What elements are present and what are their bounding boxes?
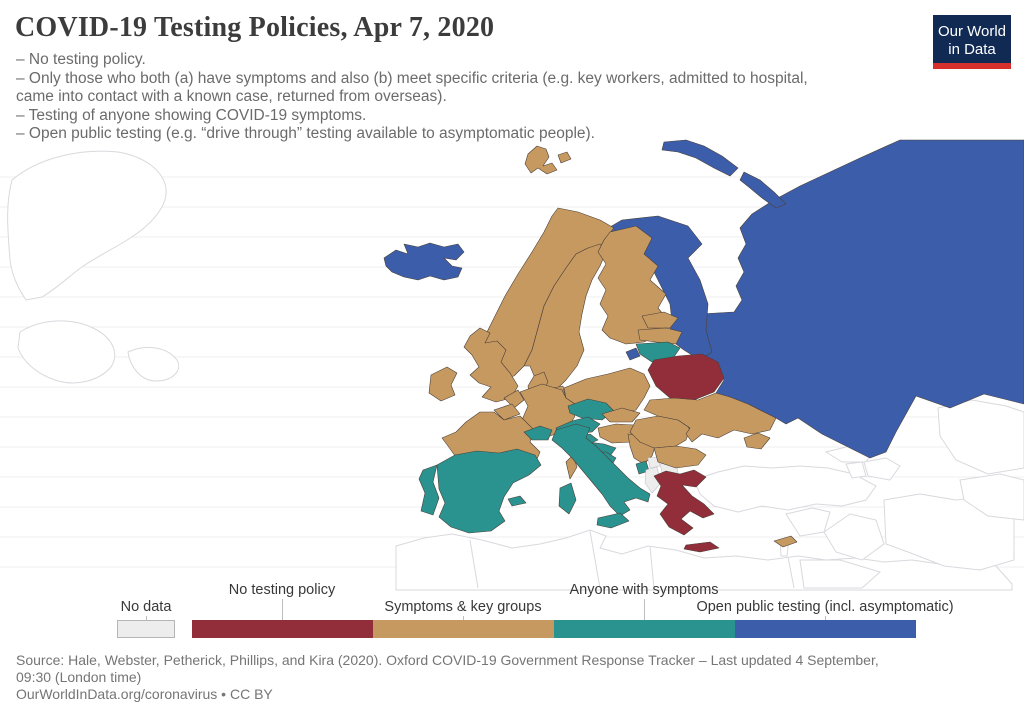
region-sicily[interactable] [596, 512, 630, 529]
subtitle-line: – No testing policy. [16, 51, 146, 68]
region-balearics[interactable] [507, 495, 527, 507]
region-switzerland[interactable] [523, 425, 553, 441]
owid-coronavirus-link[interactable]: OurWorldInData.org/coronavirus [16, 686, 218, 702]
cc-by-label: • CC BY [217, 686, 273, 702]
region-svalbard[interactable] [524, 145, 558, 175]
subtitle-line: – Testing of anyone showing COVID-19 sym… [16, 106, 367, 124]
legend-label-symptoms-key-groups: Symptoms & key groups [384, 599, 542, 615]
region-crimea[interactable] [743, 432, 771, 450]
region-kosovo[interactable] [647, 456, 661, 469]
africa-borders [469, 530, 795, 589]
legend-label-no-testing-policy: No testing policy [228, 582, 336, 598]
region-sardinia[interactable] [558, 482, 577, 515]
legend-tick [282, 599, 283, 620]
region-portugal[interactable] [418, 464, 440, 516]
legend-label-anyone-with-symptoms: Anyone with symptoms [569, 582, 719, 598]
region-greece[interactable] [653, 469, 715, 536]
iran-outline [883, 493, 1015, 571]
canada-outline [17, 320, 116, 384]
legend-tick [825, 616, 826, 620]
saudi-outline [799, 559, 882, 589]
region-spain[interactable] [436, 448, 542, 534]
greenland-outline [7, 150, 167, 301]
region-russia-kaliningrad[interactable] [625, 347, 641, 361]
legend-label-open-public-testing: Open public testing (incl. asymptomatic) [696, 599, 954, 615]
legend-swatch-no-testing-policy[interactable] [192, 620, 373, 638]
chart-subtitle: – No testing policy. – Only those who bo… [16, 51, 808, 144]
region-latvia[interactable] [637, 327, 683, 345]
subtitle-line: – Open public testing (e.g. “drive throu… [16, 125, 595, 143]
chart-title: COVID-19 Testing Policies, Apr 7, 2020 [15, 12, 495, 43]
legend-swatch-open-public-testing[interactable] [735, 620, 916, 638]
region-crete[interactable] [683, 541, 720, 553]
armenia-outline [845, 461, 867, 479]
turkmenistan-outline [959, 473, 1024, 521]
region-cyprus[interactable] [773, 535, 798, 548]
region-ireland[interactable] [428, 366, 458, 402]
owid-logo-line2: in Data [948, 41, 996, 58]
legend-tick [463, 616, 464, 620]
syria-outline [785, 507, 831, 537]
region-slovakia[interactable] [601, 407, 641, 423]
region-bulgaria[interactable] [653, 445, 707, 469]
region-sweden[interactable] [523, 243, 607, 393]
owid-logo-red-bar [933, 63, 1011, 69]
no-data-outline-countries [7, 150, 1024, 591]
region-russia-novaya-zemlya[interactable] [661, 139, 739, 177]
region-estonia[interactable] [641, 311, 679, 329]
subtitle-line: – Only those who both (a) have symptoms … [16, 69, 808, 87]
legend-label-no-data: No data [120, 599, 172, 615]
azerbaijan-outline [863, 457, 901, 481]
chart-footer: Source: Hale, Webster, Petherick, Philli… [16, 652, 879, 703]
kazakhstan-outline [937, 399, 1024, 475]
region-belarus[interactable] [647, 353, 725, 401]
owid-logo[interactable]: Our World in Data [933, 15, 1011, 69]
legend-swatch-anyone-with-symptoms[interactable] [554, 620, 735, 638]
legend-tick [644, 599, 645, 620]
iraq-outline [823, 513, 885, 561]
legend-swatch-symptoms-key-groups[interactable] [373, 620, 554, 638]
legend-tick [146, 616, 147, 620]
canada-outline [127, 346, 179, 382]
region-albania[interactable] [644, 466, 662, 494]
owid-logo-line1: Our World [937, 23, 1007, 40]
region-ukraine[interactable] [643, 392, 777, 443]
region-belgium[interactable] [493, 403, 521, 421]
region-iceland[interactable] [383, 242, 465, 281]
source-line: Source: Hale, Webster, Petherick, Philli… [16, 652, 879, 668]
subtitle-line: came into contact with a known case, ret… [16, 88, 447, 106]
license-line: OurWorldInData.org/coronavirus • CC BY [16, 686, 879, 703]
legend-swatch-no-data[interactable] [117, 620, 175, 638]
region-russia[interactable] [681, 139, 1024, 459]
region-russia-novaya-zemlya[interactable] [739, 171, 787, 209]
colored-regions [383, 139, 1024, 553]
source-line: 09:30 (London time) [16, 669, 142, 685]
turkey-outline [693, 465, 877, 513]
region-italy[interactable] [551, 423, 651, 517]
region-svalbard[interactable] [557, 151, 572, 164]
